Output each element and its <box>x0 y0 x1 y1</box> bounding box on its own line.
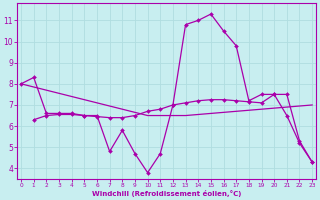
X-axis label: Windchill (Refroidissement éolien,°C): Windchill (Refroidissement éolien,°C) <box>92 190 241 197</box>
